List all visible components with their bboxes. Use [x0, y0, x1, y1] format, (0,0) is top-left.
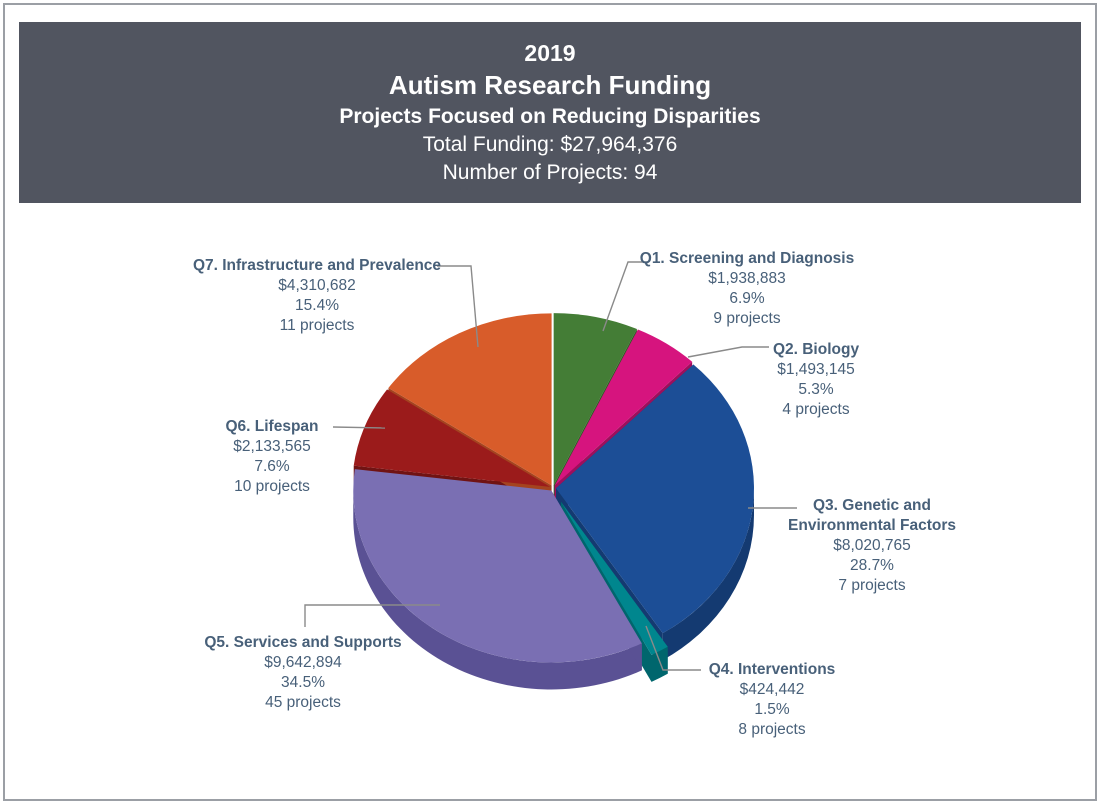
- leader-line-6: [332, 426, 386, 429]
- slice-label-line: $4,310,682: [278, 277, 356, 294]
- slice-label-2: Q2. Biology $1,493,145 5.3% 4 projects: [773, 340, 859, 420]
- slice-label-line: Q1. Screening and Diagnosis: [639, 250, 855, 267]
- slice-label-line: Environmental Factors: [788, 517, 956, 534]
- slice-label-line: 10 projects: [234, 478, 310, 495]
- pie-slice-7: [388, 313, 552, 486]
- slice-label-line: Q4. Interventions: [708, 661, 836, 678]
- slice-label-line: 4 projects: [782, 401, 850, 418]
- header-banner: 2019 Autism Research Funding Projects Fo…: [19, 22, 1081, 203]
- slice-label-line: 45 projects: [265, 694, 341, 711]
- leader-line-1: [602, 261, 648, 332]
- slice-label-line: 34.5%: [281, 674, 325, 691]
- slice-label-line: 1.5%: [754, 701, 790, 718]
- slice-label-line: Q5. Services and Supports: [204, 634, 402, 651]
- slice-label-line: 28.7%: [850, 557, 894, 574]
- pie-slice-3-rim: [662, 488, 754, 661]
- header-title: Autism Research Funding: [388, 70, 712, 100]
- slice-label-7: Q7. Infrastructure and Prevalence $4,310,…: [193, 256, 441, 336]
- pie-slice-5-rim: [353, 490, 642, 690]
- slice-label-line: Q2. Biology: [772, 341, 860, 358]
- slice-label-line: $424,442: [739, 681, 805, 698]
- slice-label-line: $8,020,765: [833, 537, 911, 554]
- slice-label-line: 7.6%: [254, 458, 290, 475]
- slice-label-line: 11 projects: [279, 317, 355, 334]
- header-number-of-projects: Number of Projects: 94: [442, 161, 658, 184]
- header-subtitle: Projects Focused on Reducing Disparities: [339, 105, 761, 128]
- header-year: 2019: [524, 40, 576, 66]
- slice-label-line: $1,938,883: [708, 270, 786, 287]
- leader-line-5: [304, 604, 440, 627]
- leader-line-4: [645, 625, 701, 671]
- header-total-funding: Total Funding: $27,964,376: [422, 133, 678, 156]
- slice-label-line: $9,642,894: [264, 654, 342, 671]
- slice-label-line: $2,133,565: [233, 438, 311, 455]
- slice-label-6: Q6. Lifespan $2,133,565 7.6% 10 projects: [225, 417, 318, 497]
- slice-label-line: 8 projects: [738, 721, 806, 738]
- pie-slice-5: [353, 469, 642, 663]
- slice-label-line: Q3. Genetic and: [812, 497, 931, 514]
- slice-label-5: Q5. Services and Supports $9,642,894 34.5%…: [204, 633, 401, 713]
- slice-label-4: Q4. Interventions $424,442 1.5% 8 projects: [709, 660, 836, 740]
- slice-label-line: 15.4%: [295, 297, 339, 314]
- slice-label-3: Q3. Genetic and Environmental Factors $8,0…: [788, 496, 956, 596]
- slice-label-line: Q6. Lifespan: [225, 418, 319, 435]
- pie-slice-4: [560, 501, 668, 655]
- pie-slice-1: [553, 313, 637, 486]
- slice-label-1: Q1. Screening and Diagnosis $1,938,883 6.9…: [640, 249, 854, 329]
- slice-label-line: 5.3%: [798, 381, 834, 398]
- slice-label-line: $1,493,145: [777, 361, 855, 378]
- leader-line-2: [687, 346, 769, 358]
- pie-slice-6: [353, 389, 551, 487]
- pie-slice-3: [555, 364, 754, 634]
- leader-line-7: [437, 265, 479, 348]
- slice-label-line: 7 projects: [838, 577, 906, 594]
- slice-label-line: 6.9%: [729, 290, 765, 307]
- pie-slice-2: [554, 329, 693, 486]
- slice-label-line: 9 projects: [713, 310, 781, 327]
- slice-label-line: Q7. Infrastructure and Prevalence: [192, 257, 442, 274]
